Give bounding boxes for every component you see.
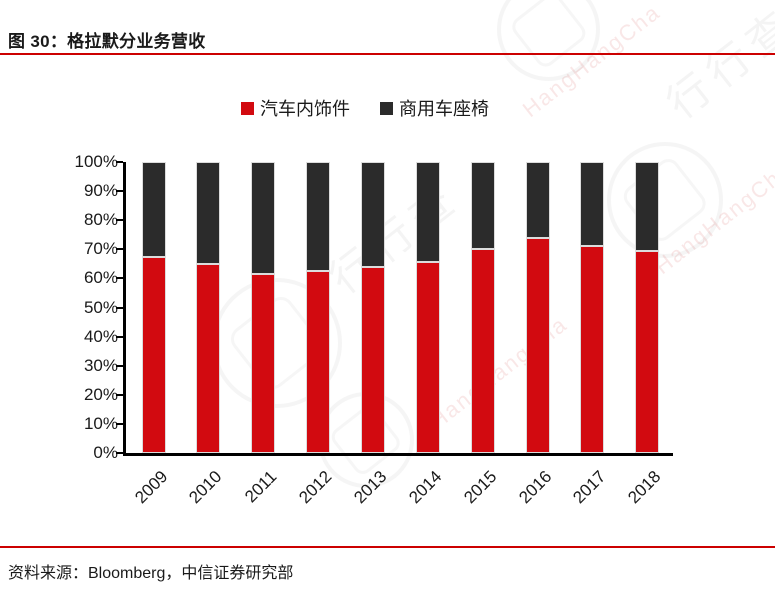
y-axis-tick-label: 20% [83,384,118,404]
y-axis-tick [116,161,123,163]
y-axis-tick [116,190,123,193]
y-axis-labels: 0% 10% 20% 30% 40% 50% 60% 70% 80% 90% 100% [20,152,118,462]
bar-segment-commercial-seats [580,162,605,247]
bar-segment-interior-parts [525,237,550,453]
y-axis-tick-label: 100% [74,152,118,171]
bar-segment-commercial-seats [360,162,385,267]
y-axis-tick-label: 10% [83,413,118,433]
stacked-bar-2011 [251,162,276,453]
plot-area [116,161,673,456]
bar-segment-commercial-seats [415,162,440,263]
x-axis-line [123,453,673,456]
x-axis-tick-label: 2014 [405,467,446,508]
bar-segment-commercial-seats [196,162,221,264]
y-axis-tick [116,306,123,309]
bar-segment-commercial-seats [635,162,660,251]
source-note: 资料来源：Bloomberg，中信证券研究部 [8,565,294,582]
y-axis-tick-label: 50% [83,297,118,317]
bar-segment-interior-parts [470,249,495,453]
x-axis-labels: 2009 2010 2011 2012 2013 2014 2015 2016 2017 2018 [127,162,673,507]
y-axis-tick [116,393,123,396]
y-axis-tick-label: 70% [83,239,118,259]
bar-segment-interior-parts [141,256,166,453]
x-axis-tick-label: 2013 [350,467,391,508]
y-axis-tick-label: 0% [93,443,118,462]
stacked-bar-2009 [141,162,166,453]
stacked-bar-2017 [580,162,605,453]
y-axis-tick [116,219,123,222]
bar-segment-commercial-seats [251,162,276,275]
stacked-bar-2010 [196,162,221,453]
stacked-bar-2013 [360,162,385,453]
legend-swatch-red [241,101,254,115]
x-axis-tick-label: 2018 [624,467,665,508]
title-divider-rule [0,53,775,55]
y-axis-tick [116,364,123,367]
bar-segment-interior-parts [415,262,440,453]
y-axis-tick [116,248,123,251]
bar-segment-interior-parts [196,263,221,453]
bar-segment-commercial-seats [470,162,495,250]
bar-segment-commercial-seats [306,162,331,272]
legend-item-interior-parts: 汽车内饰件 [241,95,350,121]
y-axis-tick-label: 30% [83,355,118,375]
legend-label: 商用车座椅 [399,99,489,119]
stacked-bar-2012 [306,162,331,453]
stacked-bar-2016 [525,162,550,453]
y-axis-tick [116,277,123,280]
bar-segment-commercial-seats [141,162,166,257]
stacked-bar-2018 [635,162,660,453]
y-axis-tick [116,452,123,454]
y-axis-tick-label: 40% [83,326,118,346]
legend-item-commercial-seats: 商用车座椅 [380,95,489,121]
figure-title: 图 30：格拉默分业务营收 [8,32,206,51]
bar-segment-interior-parts [251,274,276,453]
legend-swatch-dark [380,101,393,115]
watermark-circle [497,0,600,81]
y-axis-line [123,162,126,456]
bar-segment-commercial-seats [525,162,550,238]
x-axis-tick-label: 2009 [130,467,171,508]
x-axis-tick-label: 2012 [295,467,336,508]
bar-segment-interior-parts [306,271,331,453]
x-axis-tick-label: 2015 [459,467,501,508]
y-axis-tick-label: 80% [83,210,118,230]
stacked-bar-2014 [415,162,440,453]
y-axis-tick-label: 60% [83,268,118,288]
bar-segment-interior-parts [360,266,385,453]
y-axis-tick [116,335,123,338]
x-axis-tick-label: 2010 [185,467,226,508]
bar-segment-interior-parts [635,250,660,453]
x-axis-tick-label: 2017 [569,467,610,508]
footer-divider-rule [0,546,775,548]
bar-segment-interior-parts [580,246,605,453]
x-axis-tick-label: 2011 [241,467,281,507]
legend-label: 汽车内饰件 [260,99,350,119]
stacked-bar-2015 [470,162,495,453]
y-axis-tick [116,422,123,425]
chart-legend: 汽车内饰件 商用车座椅 [0,95,730,121]
y-axis-tick-label: 90% [83,181,118,201]
x-axis-tick-label: 2016 [514,467,556,508]
